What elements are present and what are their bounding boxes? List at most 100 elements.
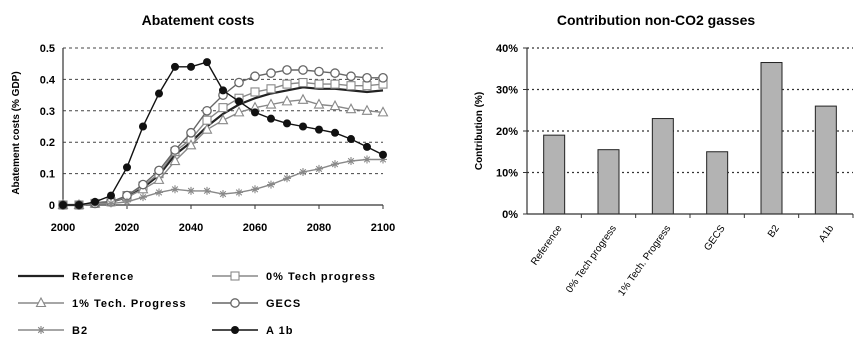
bar-chart-gridlines <box>527 47 853 174</box>
abatement-costs-chart: Abatement costs Abatement costs (% GDP) … <box>11 12 395 337</box>
data-point-b2 <box>379 155 387 164</box>
data-point-1-tech-progress <box>169 154 181 166</box>
data-point-1-tech-progress <box>329 99 341 111</box>
legend-item-1-tech-progress: 1% Tech. Progress <box>18 296 187 310</box>
legend-label: Reference <box>72 271 134 283</box>
data-point-1-tech-progress <box>233 106 245 117</box>
data-point-b2 <box>235 188 243 197</box>
data-point-a-1b <box>299 122 307 131</box>
line-chart-x-tick-label: 2020 <box>115 222 139 234</box>
data-point-gecs <box>154 165 164 176</box>
line-chart-y-tick-label: 0.3 <box>40 106 55 118</box>
data-point-a-1b <box>235 97 243 106</box>
line-chart-series <box>57 58 389 210</box>
data-point-a-1b <box>267 114 275 123</box>
data-point-1-tech-progress <box>217 114 229 125</box>
data-point-gecs <box>186 127 196 138</box>
bar-chart-y-tick-label: 20% <box>496 126 518 138</box>
data-point-a-1b <box>91 197 99 206</box>
data-point-gecs <box>298 65 308 75</box>
data-point-b2 <box>139 193 147 202</box>
legend-label: A 1b <box>266 325 293 337</box>
legend-item-reference: Reference <box>18 271 134 283</box>
data-point-gecs <box>330 68 340 78</box>
data-point-0-tech-progress <box>362 81 372 91</box>
bar-chart-y-axis-label: Contribution (%) <box>474 92 485 170</box>
data-point-0-tech-progress <box>202 115 212 125</box>
data-point-1-tech-progress <box>297 93 309 104</box>
data-point-b2 <box>251 185 259 194</box>
bar-chart-axes <box>526 48 853 215</box>
data-point-a-1b <box>315 125 323 134</box>
data-point-b2 <box>123 197 131 206</box>
data-point-b2 <box>331 160 339 169</box>
bar-chart-y-tick-label: 30% <box>496 85 518 97</box>
line-chart-x-tick-label: 2080 <box>307 222 331 234</box>
data-point-gecs <box>250 71 260 82</box>
data-point-a-1b <box>187 62 195 71</box>
bar-chart-x-tick-label: GECS <box>702 223 727 253</box>
data-point-a-1b <box>107 191 115 200</box>
bar-chart-y-tick-label: 10% <box>496 168 518 180</box>
bar-a1b <box>814 105 837 215</box>
line-chart-legend: Reference 0% Tech progress 1% Tech. Progre… <box>18 271 375 337</box>
data-point-a-1b <box>123 163 131 172</box>
data-point-1-tech-progress <box>185 139 197 150</box>
line-chart-y-ticks: 0 0.1 0.2 0.3 0.4 0.5 <box>40 43 56 212</box>
data-point-b2 <box>155 188 163 197</box>
data-point-b2 <box>267 180 275 189</box>
data-point-b2 <box>363 155 371 164</box>
data-point-gecs <box>234 77 244 88</box>
data-point-a-1b <box>203 58 211 67</box>
line-chart-y-tick-label: 0.1 <box>40 169 55 181</box>
data-point-a-1b <box>219 86 227 95</box>
data-point-gecs <box>314 66 324 77</box>
data-point-gecs <box>362 72 372 83</box>
line-chart-y-tick-label: 0.5 <box>40 43 55 55</box>
data-point-0-tech-progress <box>298 77 308 88</box>
data-point-1-tech-progress <box>153 173 165 184</box>
data-point-1-tech-progress <box>265 98 277 109</box>
data-point-0-tech-progress <box>218 103 228 113</box>
data-point-0-tech-progress <box>330 79 340 89</box>
bar-chart-x-tick-label: B2 <box>766 223 782 240</box>
bar-chart-x-tick-label: Reference <box>529 223 565 267</box>
legend-label: B2 <box>72 325 88 337</box>
data-point-gecs <box>378 72 388 83</box>
line-chart-x-ticks: 2000 2020 2040 2060 2080 2100 <box>51 205 395 234</box>
data-point-a-1b <box>347 135 355 144</box>
data-point-gecs <box>266 68 276 78</box>
data-point-0-tech-progress <box>250 87 260 97</box>
legend-swatch-marker <box>231 326 239 334</box>
bar-chart-bars <box>543 62 837 215</box>
data-point-a-1b <box>283 119 291 128</box>
data-point-1-tech-progress <box>345 103 357 114</box>
bar-chart-x-tick-label: A1b <box>817 223 836 244</box>
data-point-1-tech-progress <box>281 95 293 106</box>
data-point-a-1b <box>251 108 259 117</box>
data-point-a-1b <box>379 150 387 159</box>
line-chart-x-tick-label: 2000 <box>51 222 75 234</box>
bar-chart-y-tick-label: 40% <box>496 43 518 55</box>
bar-chart-x-tick-label: 0% Tech progress <box>564 223 619 295</box>
data-point-b2 <box>315 164 323 173</box>
legend-item-gecs: GECS <box>212 298 300 310</box>
line-chart-gridlines <box>63 47 383 175</box>
legend-swatch-marker <box>35 296 47 308</box>
data-point-a-1b <box>171 62 179 71</box>
data-point-a-1b <box>139 122 147 131</box>
bar-b2 <box>760 62 783 215</box>
bar-1-tech-progress <box>651 118 674 215</box>
bar-chart-x-tick-label: 1% Tech. Progress <box>616 223 673 298</box>
legend-item-a-1b: A 1b <box>212 325 293 337</box>
line-chart-axes <box>62 48 383 206</box>
data-point-0-tech-progress <box>266 84 276 94</box>
legend-label: 1% Tech. Progress <box>72 298 187 310</box>
data-point-1-tech-progress <box>377 106 389 117</box>
data-point-0-tech-progress <box>282 79 292 89</box>
data-point-b2 <box>107 199 115 208</box>
data-point-a-1b <box>363 142 371 151</box>
data-point-1-tech-progress <box>201 123 213 134</box>
